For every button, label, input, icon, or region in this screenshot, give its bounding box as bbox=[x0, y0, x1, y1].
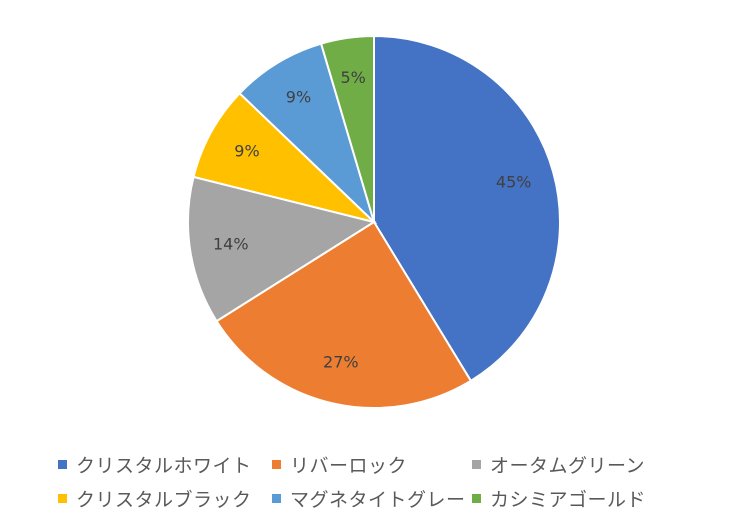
legend-item-river-rock[interactable]: リバーロック bbox=[272, 452, 472, 477]
legend-label: マグネタイトグレー bbox=[290, 488, 466, 511]
data-label-cashmere-gold: 5% bbox=[340, 68, 365, 87]
data-label-autumn-green: 14% bbox=[213, 234, 249, 253]
pie-slice-autumn-green[interactable] bbox=[187, 175, 377, 323]
legend-swatch bbox=[472, 459, 481, 469]
data-label-crystal-white: 45% bbox=[496, 172, 532, 191]
legend-swatch bbox=[472, 493, 481, 503]
legend-item-magnetite-gray[interactable]: マグネタイトグレー bbox=[272, 486, 472, 511]
legend-item-crystal-black[interactable]: クリスタルブラック bbox=[58, 486, 272, 511]
data-label-river-rock: 27% bbox=[323, 353, 359, 372]
legend-swatch bbox=[272, 493, 281, 503]
legend-label: リバーロック bbox=[290, 454, 408, 477]
pie-slice-river-rock[interactable] bbox=[215, 220, 473, 409]
pie-slice-crystal-white[interactable] bbox=[373, 34, 561, 383]
legend-label: カシミアゴールド bbox=[490, 488, 647, 511]
data-label-magnetite-gray: 9% bbox=[286, 88, 311, 107]
pie-slice-crystal-black[interactable] bbox=[192, 91, 378, 224]
legend-item-autumn-green[interactable]: オータムグリーン bbox=[472, 452, 712, 477]
legend: クリスタルホワイト リバーロック オータムグリーン クリスタルブラック マグネタ… bbox=[58, 452, 738, 511]
legend-label: クリスタルブラック bbox=[76, 488, 252, 511]
pie-slice-magnetite-gray[interactable] bbox=[238, 42, 377, 226]
pie-slice-cashmere-gold[interactable] bbox=[319, 34, 375, 223]
legend-swatch bbox=[58, 459, 67, 469]
legend-item-crystal-white[interactable]: クリスタルホワイト bbox=[58, 452, 272, 477]
legend-swatch bbox=[58, 493, 67, 503]
legend-label: オータムグリーン bbox=[490, 454, 646, 477]
legend-item-cashmere-gold[interactable]: カシミアゴールド bbox=[472, 486, 712, 511]
legend-label: クリスタルホワイト bbox=[76, 454, 252, 477]
data-label-crystal-black: 9% bbox=[234, 141, 259, 160]
legend-swatch bbox=[272, 459, 281, 469]
